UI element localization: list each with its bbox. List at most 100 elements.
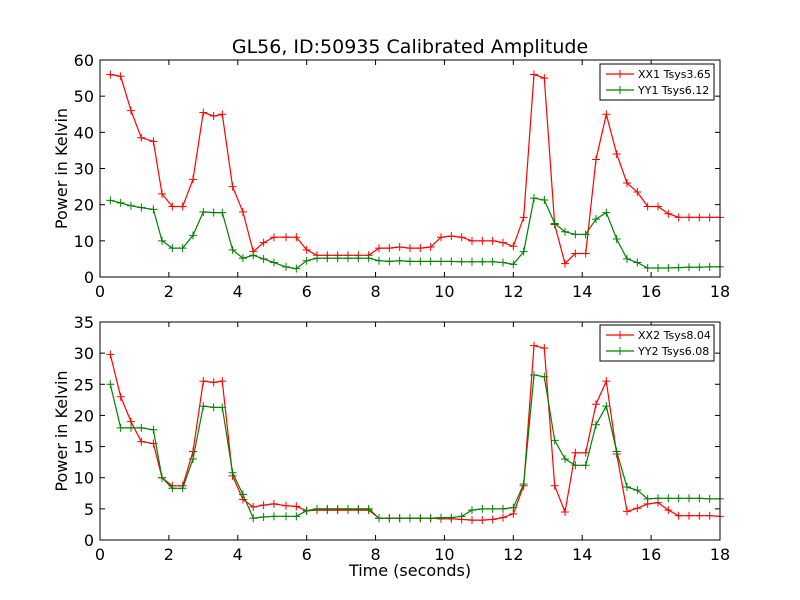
y-tick-label: 15 [74, 438, 94, 457]
x-tick-label: 4 [233, 545, 243, 564]
data-point-marker [282, 512, 290, 521]
y-tick-label: 60 [74, 51, 94, 70]
data-point-marker [269, 512, 278, 521]
data-point-marker [685, 511, 693, 520]
data-point-marker [127, 201, 135, 210]
x-tick-label: 10 [434, 545, 454, 564]
y-tick-label: 5 [84, 500, 94, 519]
legend-box [599, 63, 715, 101]
data-point-marker [178, 202, 187, 211]
data-point-marker [282, 233, 290, 242]
data-point-marker [447, 513, 456, 522]
data-point-marker [437, 257, 445, 266]
data-point-marker [705, 213, 714, 222]
data-point-marker [269, 258, 278, 267]
data-point-marker [375, 514, 383, 523]
data-point-marker [269, 233, 278, 242]
x-tick-label: 6 [302, 282, 312, 301]
data-point-marker [695, 511, 704, 520]
data-point-marker [499, 504, 507, 513]
data-point-marker [478, 236, 487, 245]
x-axis-label: Time (seconds) [348, 561, 471, 580]
x-tick-label: 16 [641, 282, 661, 301]
data-point-marker [137, 133, 146, 142]
data-point-marker [457, 257, 466, 266]
data-point-marker [158, 189, 166, 198]
x-tick-label: 14 [572, 282, 592, 301]
data-point-marker [571, 448, 580, 457]
data-point-marker [259, 254, 268, 263]
y-tick-label: 30 [74, 344, 94, 363]
data-point-marker [395, 242, 404, 251]
data-point-marker [209, 378, 218, 387]
data-point-marker [199, 207, 208, 216]
x-tick-label: 16 [641, 545, 661, 564]
data-point-marker [218, 403, 227, 412]
data-point-marker [354, 254, 363, 263]
legend-marker [616, 86, 624, 94]
data-point-marker [705, 494, 714, 503]
data-point-marker [323, 504, 332, 513]
y-axis-label: Power in Kelvin [52, 370, 71, 491]
data-point-marker [695, 213, 704, 222]
data-point-marker [499, 513, 507, 522]
data-point-marker [218, 110, 227, 119]
data-point-marker [550, 219, 559, 228]
chart-title: GL56, ID:50935 Calibrated Amplitude [232, 36, 588, 58]
data-point-marker [137, 437, 146, 446]
x-tick-label: 0 [95, 282, 105, 301]
data-point-marker [550, 436, 559, 445]
data-point-marker [364, 254, 373, 263]
data-point-marker [602, 208, 611, 217]
data-point-marker [664, 209, 673, 218]
data-point-marker [654, 263, 662, 272]
data-point-marker [127, 423, 135, 432]
series-line-1 [110, 73, 720, 265]
data-point-marker [571, 230, 580, 239]
data-point-marker [592, 400, 600, 409]
data-point-marker [209, 208, 218, 217]
data-point-marker [623, 507, 631, 516]
data-point-marker [259, 512, 268, 521]
data-point-marker [426, 242, 435, 251]
data-point-marker [364, 504, 373, 513]
data-point-marker [426, 514, 435, 523]
data-point-marker [530, 370, 538, 379]
data-point-marker [592, 215, 600, 224]
y-tick-label: 20 [74, 406, 94, 425]
data-point-marker [149, 205, 158, 214]
y-tick-label: 30 [74, 160, 94, 179]
data-point-marker [633, 258, 642, 267]
data-point-marker [228, 182, 237, 191]
x-tick-label: 14 [572, 545, 592, 564]
data-point-marker [116, 198, 125, 207]
data-point-marker [238, 254, 247, 263]
data-point-marker [457, 512, 466, 521]
data-point-marker [189, 455, 197, 464]
x-tick-label: 10 [434, 282, 454, 301]
data-point-marker [488, 515, 497, 524]
data-point-marker [447, 232, 456, 241]
data-point-marker [116, 72, 125, 81]
data-point-marker [333, 254, 342, 263]
data-point-marker [623, 254, 631, 263]
data-point-marker [199, 108, 208, 117]
y-tick-label: 50 [74, 87, 94, 106]
data-point-marker [530, 194, 538, 203]
data-point-marker [106, 380, 115, 389]
y-tick-label: 40 [74, 123, 94, 142]
x-tick-label: 4 [233, 282, 243, 301]
data-point-marker [426, 257, 435, 266]
data-point-marker [199, 377, 208, 386]
data-point-marker [664, 494, 673, 503]
y-axis-label: Power in Kelvin [52, 108, 71, 229]
data-point-marker [168, 202, 177, 211]
data-point-marker [437, 233, 445, 242]
data-point-marker [249, 251, 258, 260]
legend-box [599, 324, 715, 362]
data-point-marker [571, 461, 580, 470]
data-point-marker [259, 501, 268, 510]
data-point-marker [437, 513, 445, 522]
bottom-subplot: 0 2 4 6 8 10 12 14 16 18 0 5 10 15 20 25 30 35 Power in Ke… [52, 313, 730, 580]
data-point-marker [228, 245, 237, 254]
